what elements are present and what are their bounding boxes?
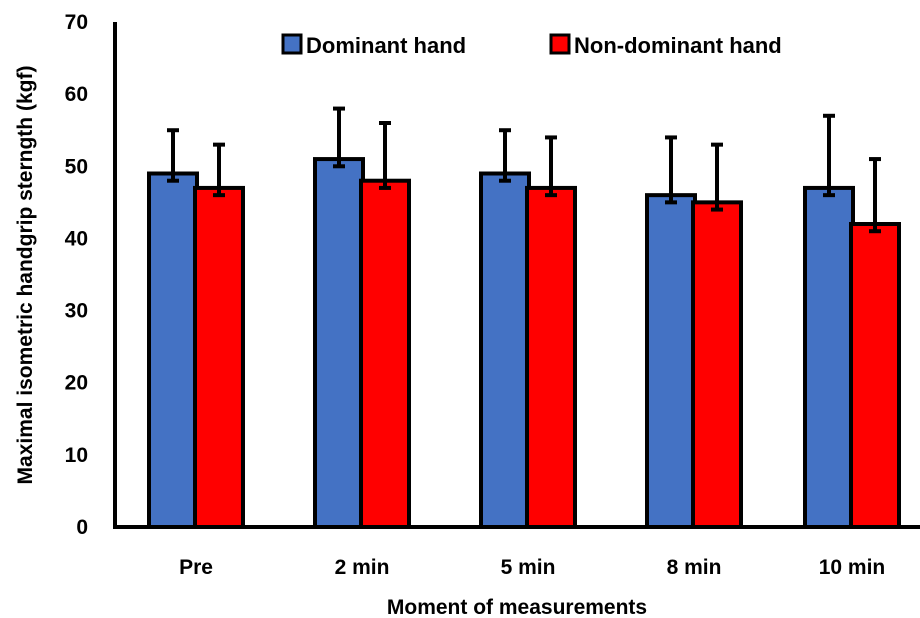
- y-axis-title: Maximal isometric handgrip sterngth (kgf…: [14, 66, 37, 485]
- y-tick-label: 20: [65, 372, 88, 395]
- x-axis-title: Moment of measurements: [387, 596, 647, 618]
- legend: Dominant hand Non-dominant hand: [281, 33, 782, 58]
- y-tick-label: 60: [65, 83, 88, 106]
- y-tick-label: 40: [65, 227, 88, 250]
- bar-dominant: [645, 193, 697, 529]
- y-tick-label: 10: [65, 444, 88, 467]
- x-category-label: 8 min: [667, 556, 722, 579]
- bar-non-dominant: [525, 185, 577, 530]
- y-tick-label: 50: [65, 155, 88, 178]
- bar-dominant: [803, 185, 855, 530]
- x-category-label: 10 min: [819, 556, 886, 579]
- bar-dominant: [479, 171, 531, 529]
- legend-label: Dominant hand: [306, 33, 466, 58]
- bar-dominant: [147, 171, 199, 529]
- y-tick-label: 30: [65, 300, 88, 323]
- bar-non-dominant: [691, 200, 743, 529]
- bar-non-dominant: [849, 222, 901, 529]
- bars-layer: [147, 157, 901, 530]
- legend-label: Non-dominant hand: [574, 33, 782, 58]
- y-tick-label: 0: [76, 516, 88, 539]
- legend-swatch: [549, 33, 571, 55]
- x-category-label: 2 min: [335, 556, 390, 579]
- y-tick-labels: 0 10 20 30 40 50 60 70: [65, 11, 88, 539]
- error-bars-layer: [167, 106, 881, 234]
- x-category-labels: Pre 2 min 5 min 8 min 10 min: [179, 556, 885, 579]
- x-category-label: Pre: [179, 556, 213, 579]
- bar-non-dominant: [193, 185, 245, 530]
- legend-swatch: [281, 33, 303, 55]
- bar-non-dominant: [359, 178, 411, 529]
- bar-dominant: [313, 157, 365, 529]
- x-category-label: 5 min: [501, 556, 556, 579]
- y-tick-label: 70: [65, 11, 88, 34]
